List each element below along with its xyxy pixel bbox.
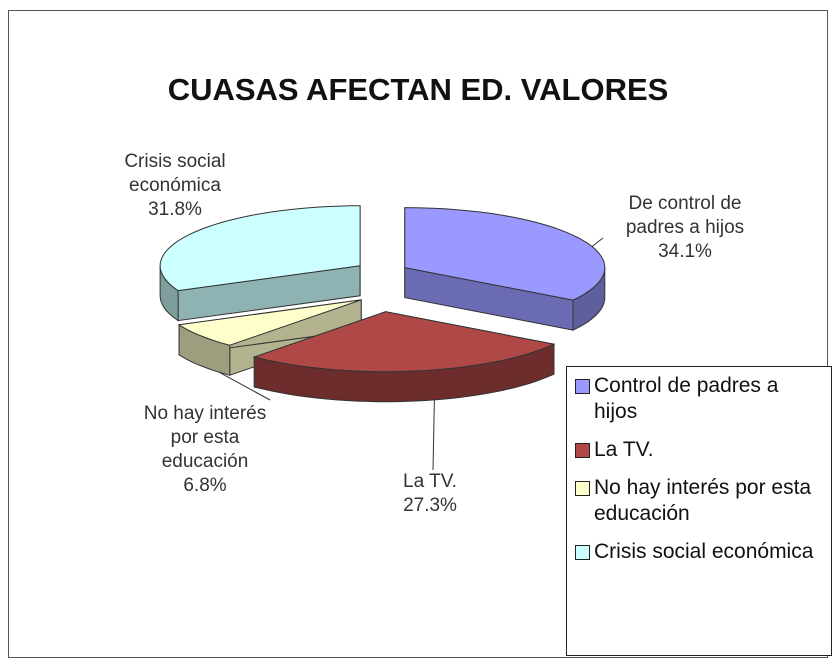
data-label: La TV. 27.3% (370, 470, 490, 518)
leader-line (432, 399, 435, 471)
leader-line (591, 237, 604, 247)
legend-item: No hay interés por esta educación (575, 475, 827, 527)
slice (252, 311, 556, 373)
leader-line (218, 371, 271, 401)
chart-title: CUASAS AFECTAN ED. VALORES (167, 72, 669, 107)
slice (177, 299, 362, 346)
legend: Control de padres a hijos La TV. No hay in… (566, 366, 832, 656)
data-label-name: Crisis social económica (124, 151, 226, 196)
legend-swatch (575, 481, 590, 496)
legend-swatch (575, 545, 590, 560)
legend-swatch (575, 379, 590, 394)
legend-swatch (575, 443, 590, 458)
legend-label: Control de padres a hijos (594, 374, 779, 423)
data-label-value: 34.1% (658, 241, 712, 262)
legend-item: Control de padres a hijos (575, 373, 827, 425)
data-label-name: De control de padres a hijos (625, 193, 745, 238)
legend-label: No hay interés por esta educación (594, 476, 812, 525)
legend-label: La TV. (594, 438, 654, 461)
data-label: No hay interés por esta educación 6.8% (140, 402, 270, 498)
data-label-value: 27.3% (403, 495, 457, 516)
data-label: Crisis social económica 31.8% (90, 150, 260, 222)
data-label-value: 6.8% (183, 475, 227, 496)
data-label-value: 31.8% (148, 199, 202, 220)
slice (159, 205, 361, 292)
legend-item: Crisis social económica (575, 539, 827, 565)
data-label: De control de padres a hijos 34.1% (605, 192, 765, 264)
data-label-name: La TV. (403, 471, 457, 492)
chart-border (8, 10, 828, 658)
slice (404, 207, 606, 301)
legend-label: Crisis social económica (594, 540, 814, 563)
data-label-name: No hay interés por esta educación (143, 403, 267, 472)
legend-item: La TV. (575, 437, 827, 463)
